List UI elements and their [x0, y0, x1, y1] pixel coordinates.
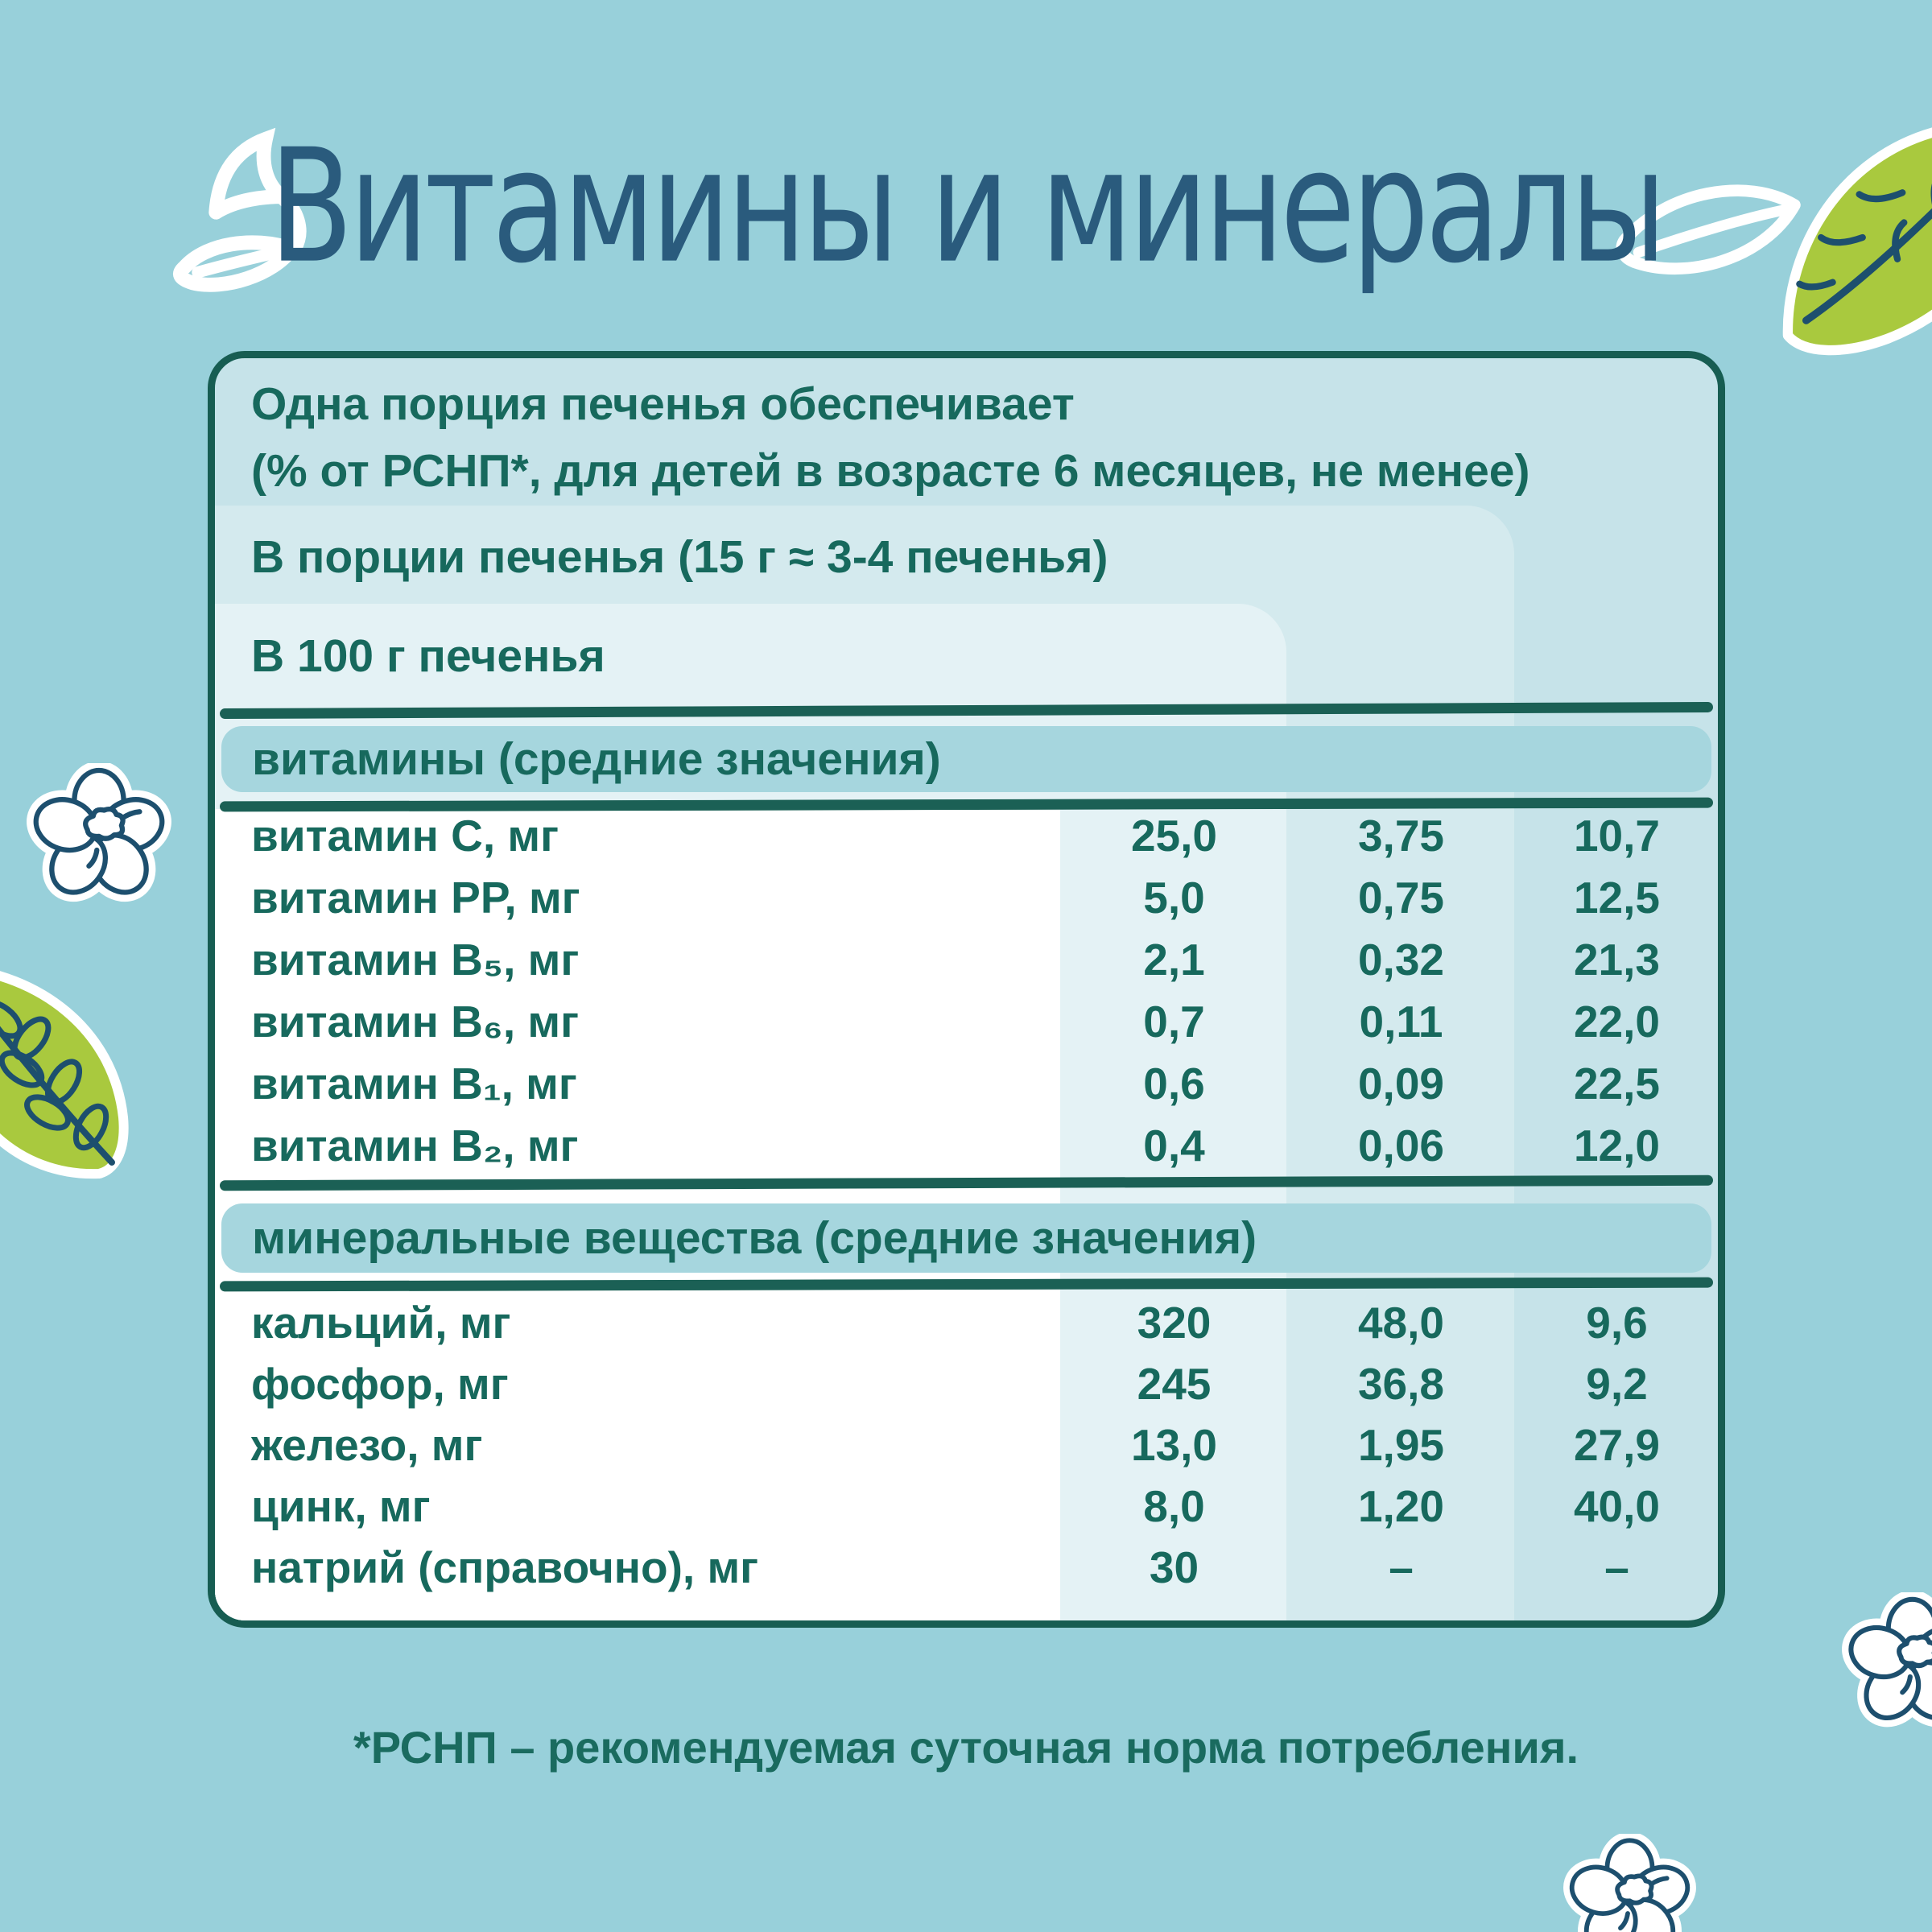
panel-header: Одна порция печенья обеспечивает (% от Р…: [251, 371, 1702, 505]
row-label: витамин C, мг: [251, 810, 559, 861]
value-percent-rsnp: 10,7: [1573, 810, 1661, 861]
value-per-portion: 0,06: [1357, 1120, 1445, 1170]
top-right-green-leaf-icon: [1782, 127, 1932, 356]
panel-header-line2: (% от РСНП*, для детей в возрасте 6 меся…: [251, 445, 1530, 497]
value-percent-rsnp: 22,0: [1573, 996, 1661, 1046]
row-label: кальций, мг: [251, 1298, 511, 1348]
section-heading-minerals: минеральные вещества (средние значения): [221, 1203, 1711, 1273]
row-label: натрий (справочно), мг: [251, 1542, 759, 1592]
minerals-rows: кальций, мг 320 48,0 9,6 фосфор, мг 245 …: [215, 1292, 1718, 1598]
vitamins-rows: витамин C, мг 25,0 3,75 10,7 витамин PP,…: [215, 804, 1718, 1176]
value-per-100g: 2,1: [1143, 934, 1205, 985]
table-row: натрий (справочно), мг 30 – –: [215, 1537, 1718, 1598]
nutrition-panel: Одна порция печенья обеспечивает (% от Р…: [208, 351, 1725, 1628]
column-caption-100g: В 100 г печенья: [251, 630, 605, 682]
table-row: витамин C, мг 25,0 3,75 10,7: [215, 804, 1718, 866]
value-per-portion: 0,75: [1357, 872, 1445, 923]
value-per-portion: 48,0: [1357, 1298, 1445, 1348]
right-flower-icon: [1842, 1592, 1932, 1733]
value-percent-rsnp: –: [1604, 1542, 1629, 1592]
table-row: витамин PP, мг 5,0 0,75 12,5: [215, 866, 1718, 928]
value-per-100g: 0,4: [1143, 1120, 1205, 1170]
section-heading-vitamins: витамины (средние значения): [221, 726, 1711, 792]
value-per-100g: 0,6: [1143, 1058, 1205, 1108]
panel-header-line1: Одна порция печенья обеспечивает: [251, 378, 1075, 430]
value-percent-rsnp: 27,9: [1573, 1420, 1661, 1470]
value-per-100g: 25,0: [1130, 810, 1218, 861]
value-percent-rsnp: 9,2: [1586, 1359, 1648, 1409]
value-per-portion: 3,75: [1357, 810, 1445, 861]
value-percent-rsnp: 22,5: [1573, 1058, 1661, 1108]
table-row: цинк, мг 8,0 1,20 40,0: [215, 1476, 1718, 1537]
value-per-portion: 0,32: [1357, 934, 1445, 985]
value-per-portion: –: [1389, 1542, 1414, 1592]
row-label: витамин B₂, мг: [251, 1120, 579, 1170]
value-per-portion: 0,11: [1359, 996, 1443, 1046]
value-per-100g: 320: [1137, 1298, 1212, 1348]
value-per-portion: 1,20: [1357, 1481, 1445, 1531]
title-right-leaf-icon: [1616, 184, 1801, 275]
row-label: железо, мг: [251, 1420, 483, 1470]
table-row: кальций, мг 320 48,0 9,6: [215, 1292, 1718, 1353]
value-per-100g: 13,0: [1130, 1420, 1218, 1470]
value-per-100g: 245: [1137, 1359, 1212, 1409]
value-percent-rsnp: 9,6: [1586, 1298, 1648, 1348]
page-title: Витамины и минералы: [269, 115, 1666, 298]
value-per-100g: 30: [1149, 1542, 1199, 1592]
value-per-100g: 8,0: [1143, 1481, 1205, 1531]
value-per-portion: 0,09: [1357, 1058, 1445, 1108]
column-caption-portion: В порции печенья (15 г ≈ 3-4 печенья): [251, 531, 1108, 583]
row-label: витамин B₁, мг: [251, 1058, 577, 1108]
value-per-portion: 1,95: [1357, 1420, 1445, 1470]
table-row: витамин B₆, мг 0,7 0,11 22,0: [215, 990, 1718, 1052]
table-row: витамин B₁, мг 0,6 0,09 22,5: [215, 1052, 1718, 1114]
table-row: витамин B₅, мг 2,1 0,32 21,3: [215, 928, 1718, 990]
value-per-100g: 0,7: [1143, 996, 1205, 1046]
row-label: витамин PP, мг: [251, 872, 580, 923]
title-left-leaf-icon: [173, 127, 307, 292]
value-percent-rsnp: 40,0: [1573, 1481, 1661, 1531]
row-label: витамин B₅, мг: [251, 934, 580, 985]
value-per-portion: 36,8: [1357, 1359, 1445, 1409]
table-row: витамин B₂, мг 0,4 0,06 12,0: [215, 1114, 1718, 1176]
row-label: цинк, мг: [251, 1481, 431, 1531]
row-label: фосфор, мг: [251, 1359, 509, 1409]
bottom-flower-icon: [1563, 1834, 1696, 1932]
left-flower-icon: [23, 763, 175, 908]
value-percent-rsnp: 12,5: [1573, 872, 1661, 923]
value-per-100g: 5,0: [1143, 872, 1205, 923]
left-green-leaf-icon: [0, 971, 129, 1179]
value-percent-rsnp: 12,0: [1573, 1120, 1661, 1170]
value-percent-rsnp: 21,3: [1573, 934, 1661, 985]
row-label: витамин B₆, мг: [251, 996, 579, 1046]
table-row: фосфор, мг 245 36,8 9,2: [215, 1353, 1718, 1414]
table-row: железо, мг 13,0 1,95 27,9: [215, 1414, 1718, 1476]
footnote: *РСНП – рекомендуемая суточная норма пот…: [353, 1722, 1579, 1773]
